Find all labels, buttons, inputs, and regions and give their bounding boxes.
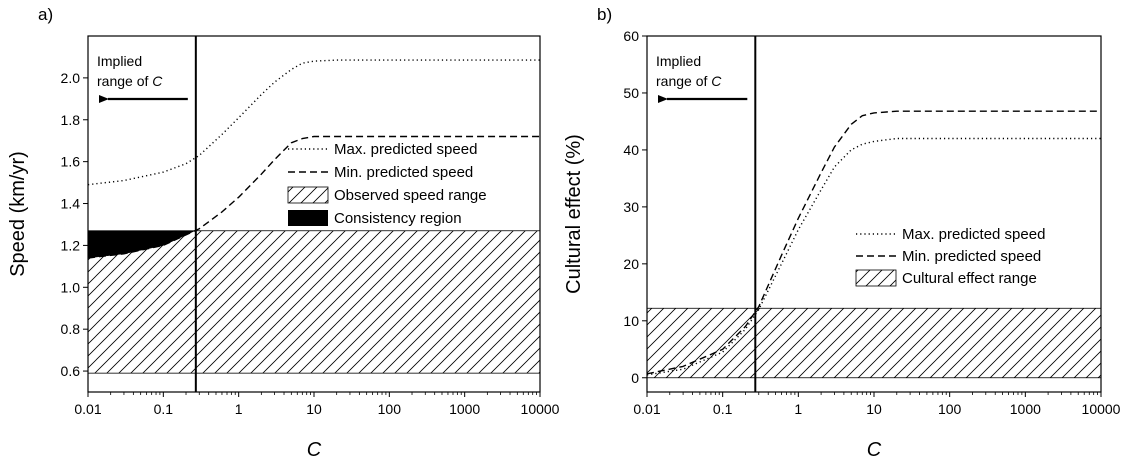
x-tick-label: 0.1	[713, 401, 733, 417]
implied-range-annotation: Implied	[656, 53, 701, 69]
legend-hatched-swatch	[855, 269, 897, 287]
y-tick-label: 30	[623, 199, 639, 215]
x-tick-label: 10000	[521, 401, 560, 417]
min-predicted-speed-line	[647, 110, 1101, 375]
legend-label: Min. predicted speed	[334, 164, 473, 181]
x-tick-label: 1	[794, 401, 802, 417]
y-tick-label: 0.8	[61, 321, 81, 337]
legend-item: Consistency region	[288, 210, 462, 227]
annotation-italic: C	[711, 73, 722, 89]
y-tick-label: 10	[623, 313, 639, 329]
x-tick-label: 100	[378, 401, 402, 417]
y-tick-label: 2.0	[61, 70, 81, 86]
x-tick-label: 10	[306, 401, 322, 417]
x-tick-label: 0.01	[74, 401, 101, 417]
panel-label: b)	[597, 5, 612, 24]
y-tick-label: 40	[623, 142, 639, 158]
x-tick-label: 100	[938, 401, 962, 417]
legend-hatched-swatch	[287, 186, 329, 204]
x-tick-label: 0.01	[633, 401, 660, 417]
hatched-band	[88, 230, 540, 374]
y-tick-label: 0.6	[61, 363, 81, 379]
y-axis-label: Cultural effect (%)	[563, 134, 585, 294]
x-axis-label: C	[307, 439, 322, 461]
legend-label: Max. predicted speed	[902, 226, 1045, 243]
x-tick-label: 0.1	[154, 401, 174, 417]
implied-range-annotation: range of C	[656, 73, 722, 89]
chart-panel-b: 0.01 0.1 1 10 100 1000 10000 0 10 20 30 40 50 60 C Cult…	[563, 5, 1121, 461]
annotation-text: range of	[656, 73, 711, 89]
legend-filled-swatch	[288, 210, 328, 226]
y-tick-label: 1.6	[61, 154, 81, 170]
plot-area	[88, 59, 540, 374]
panel-label: a)	[38, 5, 53, 24]
y-tick-label: 1.4	[61, 196, 81, 212]
legend-item: Max. predicted speed	[856, 226, 1045, 243]
annotation-italic: C	[152, 73, 163, 89]
y-tick-label: 1.0	[61, 279, 81, 295]
legend-item: Min. predicted speed	[288, 164, 473, 181]
chart-panel-a: 0.01 0.1 1 10 100 1000 10000 0.6 0.8 1.0 1.2 1.4 1.6…	[7, 5, 560, 461]
legend-item: Min. predicted speed	[856, 248, 1041, 265]
legend-item: Observed speed range	[287, 186, 487, 204]
y-tick-label: 0	[631, 370, 639, 386]
y-tick-label: 1.8	[61, 112, 81, 128]
legend: Max. predicted speed Min. predicted speed…	[287, 141, 487, 227]
max-predicted-speed-line	[647, 137, 1101, 376]
legend: Max. predicted speed Min. predicted speed…	[855, 226, 1045, 287]
x-tick-label: 1000	[1010, 401, 1041, 417]
legend-item: Cultural effect range	[855, 269, 1037, 287]
x-tick-label: 10000	[1082, 401, 1121, 417]
max-predicted-speed-line	[88, 59, 540, 186]
hatched-band	[647, 307, 1101, 379]
implied-range-annotation: range of C	[97, 73, 163, 89]
x-axis-label: C	[867, 439, 882, 461]
y-tick-label: 20	[623, 256, 639, 272]
legend-item: Max. predicted speed	[288, 141, 477, 158]
x-tick-label: 10	[866, 401, 882, 417]
y-tick-label: 1.2	[61, 237, 81, 253]
plot-area	[647, 110, 1101, 379]
annotation-text: range of	[97, 73, 152, 89]
legend-label: Observed speed range	[334, 187, 487, 204]
legend-label: Cultural effect range	[902, 270, 1037, 287]
y-axis-label: Speed (km/yr)	[7, 151, 29, 277]
x-tick-label: 1000	[449, 401, 480, 417]
y-tick-label: 50	[623, 85, 639, 101]
x-tick-label: 1	[235, 401, 243, 417]
legend-label: Consistency region	[334, 210, 462, 227]
min-predicted-speed-line	[88, 135, 540, 259]
y-tick-label: 60	[623, 28, 639, 44]
implied-range-annotation: Implied	[97, 53, 142, 69]
legend-label: Max. predicted speed	[334, 141, 477, 158]
legend-label: Min. predicted speed	[902, 248, 1041, 265]
